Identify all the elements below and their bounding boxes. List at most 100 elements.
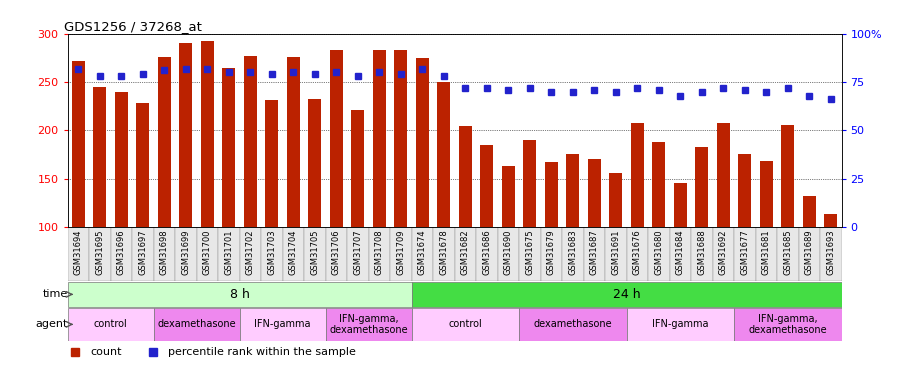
Text: control: control	[448, 320, 482, 329]
Bar	[502, 166, 515, 227]
Bar	[351, 110, 364, 227]
Bar	[716, 123, 730, 227]
Text: agent: agent	[35, 320, 68, 329]
Text: GSM31705: GSM31705	[310, 230, 320, 275]
FancyBboxPatch shape	[68, 227, 89, 281]
Bar	[523, 140, 536, 227]
FancyBboxPatch shape	[605, 227, 626, 281]
FancyBboxPatch shape	[648, 227, 670, 281]
Bar	[566, 154, 580, 227]
Bar	[115, 92, 128, 227]
Text: GSM31690: GSM31690	[504, 230, 513, 275]
Text: IFN-gamma: IFN-gamma	[652, 320, 708, 329]
Text: GSM31698: GSM31698	[160, 230, 169, 275]
FancyBboxPatch shape	[111, 227, 132, 281]
Bar	[72, 61, 85, 227]
Text: 24 h: 24 h	[613, 288, 640, 301]
Text: GSM31697: GSM31697	[139, 230, 148, 275]
Bar	[481, 145, 493, 227]
Bar	[136, 103, 149, 227]
Bar	[609, 173, 622, 227]
Text: dexamethasone: dexamethasone	[158, 320, 236, 329]
Text: GSM31693: GSM31693	[826, 230, 835, 275]
FancyBboxPatch shape	[154, 308, 239, 340]
Bar	[738, 154, 752, 227]
Text: GSM31706: GSM31706	[332, 230, 341, 275]
Bar	[803, 196, 815, 227]
FancyBboxPatch shape	[89, 227, 111, 281]
Bar	[824, 214, 837, 227]
Bar	[94, 87, 106, 227]
FancyBboxPatch shape	[283, 227, 304, 281]
FancyBboxPatch shape	[626, 227, 648, 281]
Bar	[631, 123, 644, 227]
Bar	[158, 57, 171, 227]
Text: GSM31696: GSM31696	[117, 230, 126, 275]
Text: GSM31695: GSM31695	[95, 230, 104, 275]
Text: GSM31678: GSM31678	[439, 230, 448, 275]
Text: GSM31680: GSM31680	[654, 230, 663, 275]
FancyBboxPatch shape	[734, 227, 755, 281]
Text: IFN-gamma,
dexamethasone: IFN-gamma, dexamethasone	[329, 314, 408, 335]
FancyBboxPatch shape	[777, 227, 798, 281]
Text: GSM31689: GSM31689	[805, 230, 814, 275]
FancyBboxPatch shape	[196, 227, 218, 281]
Bar	[652, 142, 665, 227]
FancyBboxPatch shape	[433, 227, 454, 281]
Text: time: time	[42, 290, 68, 299]
FancyBboxPatch shape	[154, 227, 175, 281]
FancyBboxPatch shape	[261, 227, 283, 281]
Bar	[544, 162, 558, 227]
Text: GSM31691: GSM31691	[611, 230, 620, 275]
FancyBboxPatch shape	[411, 282, 842, 307]
FancyBboxPatch shape	[626, 308, 734, 340]
Bar	[760, 161, 773, 227]
FancyBboxPatch shape	[175, 227, 196, 281]
Text: GSM31707: GSM31707	[353, 230, 362, 275]
FancyBboxPatch shape	[583, 227, 605, 281]
Text: GSM31692: GSM31692	[719, 230, 728, 275]
Bar	[309, 99, 321, 227]
Text: GSM31709: GSM31709	[396, 230, 405, 275]
Text: IFN-gamma: IFN-gamma	[254, 320, 310, 329]
FancyBboxPatch shape	[734, 308, 842, 340]
Text: GDS1256 / 37268_at: GDS1256 / 37268_at	[64, 20, 202, 33]
Text: GSM31681: GSM31681	[761, 230, 770, 275]
FancyBboxPatch shape	[541, 227, 562, 281]
Text: count: count	[91, 347, 122, 357]
Text: dexamethasone: dexamethasone	[534, 320, 612, 329]
Bar	[373, 50, 386, 227]
FancyBboxPatch shape	[820, 227, 842, 281]
Text: GSM31703: GSM31703	[267, 230, 276, 275]
Text: GSM31677: GSM31677	[740, 230, 749, 275]
Text: percentile rank within the sample: percentile rank within the sample	[168, 347, 356, 357]
Bar	[781, 124, 794, 227]
FancyBboxPatch shape	[239, 308, 326, 340]
FancyBboxPatch shape	[326, 308, 411, 340]
Text: GSM31675: GSM31675	[526, 230, 535, 275]
FancyBboxPatch shape	[390, 227, 411, 281]
Text: GSM31688: GSM31688	[698, 230, 706, 275]
FancyBboxPatch shape	[755, 227, 777, 281]
Bar	[222, 68, 235, 227]
Bar	[459, 126, 472, 227]
Text: GSM31702: GSM31702	[246, 230, 255, 275]
FancyBboxPatch shape	[454, 227, 476, 281]
Text: GSM31676: GSM31676	[633, 230, 642, 275]
FancyBboxPatch shape	[68, 308, 154, 340]
Text: IFN-gamma,
dexamethasone: IFN-gamma, dexamethasone	[749, 314, 827, 335]
FancyBboxPatch shape	[798, 227, 820, 281]
FancyBboxPatch shape	[519, 308, 626, 340]
Text: GSM31704: GSM31704	[289, 230, 298, 275]
Bar	[179, 44, 193, 227]
Text: GSM31694: GSM31694	[74, 230, 83, 275]
Bar	[329, 50, 343, 227]
Text: GSM31674: GSM31674	[418, 230, 427, 275]
Bar	[674, 183, 687, 227]
Text: GSM31683: GSM31683	[568, 230, 577, 275]
FancyBboxPatch shape	[498, 227, 519, 281]
FancyBboxPatch shape	[411, 308, 519, 340]
Bar	[266, 100, 278, 227]
Bar	[437, 82, 450, 227]
FancyBboxPatch shape	[68, 282, 411, 307]
